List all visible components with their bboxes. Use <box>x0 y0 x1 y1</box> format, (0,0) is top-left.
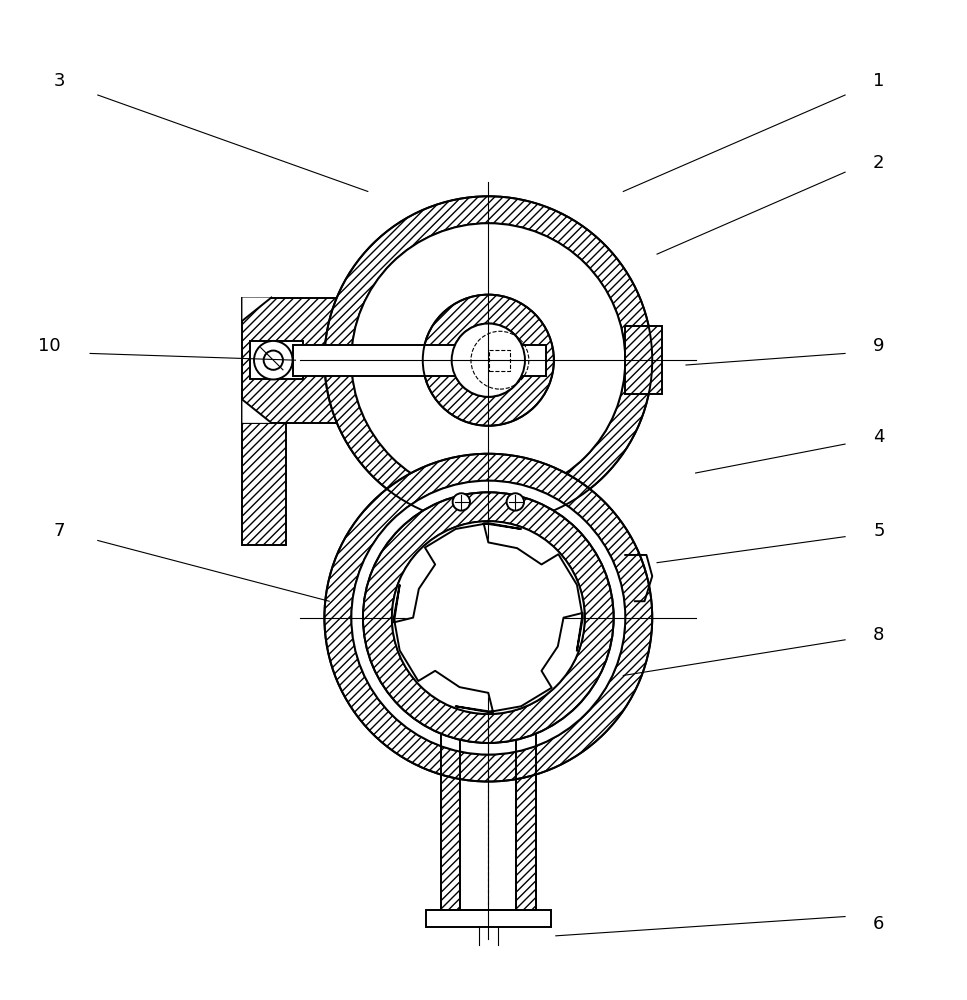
Text: 2: 2 <box>873 154 885 172</box>
Bar <box>626 326 661 394</box>
Polygon shape <box>394 523 583 712</box>
Text: 10: 10 <box>39 337 61 355</box>
Text: 4: 4 <box>873 428 885 446</box>
Bar <box>293 345 546 376</box>
Text: 1: 1 <box>873 72 885 90</box>
Circle shape <box>452 324 525 397</box>
Circle shape <box>351 481 626 755</box>
Polygon shape <box>243 298 272 321</box>
Wedge shape <box>363 492 614 743</box>
Bar <box>424 468 553 499</box>
Wedge shape <box>324 454 652 782</box>
Polygon shape <box>243 400 272 423</box>
Text: 8: 8 <box>873 626 885 644</box>
Circle shape <box>254 341 293 379</box>
Text: 9: 9 <box>873 337 885 355</box>
Bar <box>243 298 361 423</box>
Wedge shape <box>324 196 652 524</box>
Bar <box>441 709 460 910</box>
Bar <box>516 709 536 910</box>
Text: 3: 3 <box>53 72 65 90</box>
Bar <box>489 350 511 371</box>
Bar <box>425 910 551 927</box>
Bar <box>250 341 304 379</box>
Bar <box>243 423 286 545</box>
Circle shape <box>453 493 470 511</box>
Circle shape <box>351 223 626 497</box>
Text: 7: 7 <box>53 522 65 540</box>
Wedge shape <box>423 295 554 426</box>
Circle shape <box>392 521 585 714</box>
Circle shape <box>507 493 524 511</box>
Text: 6: 6 <box>873 915 885 933</box>
Text: 5: 5 <box>873 522 885 540</box>
